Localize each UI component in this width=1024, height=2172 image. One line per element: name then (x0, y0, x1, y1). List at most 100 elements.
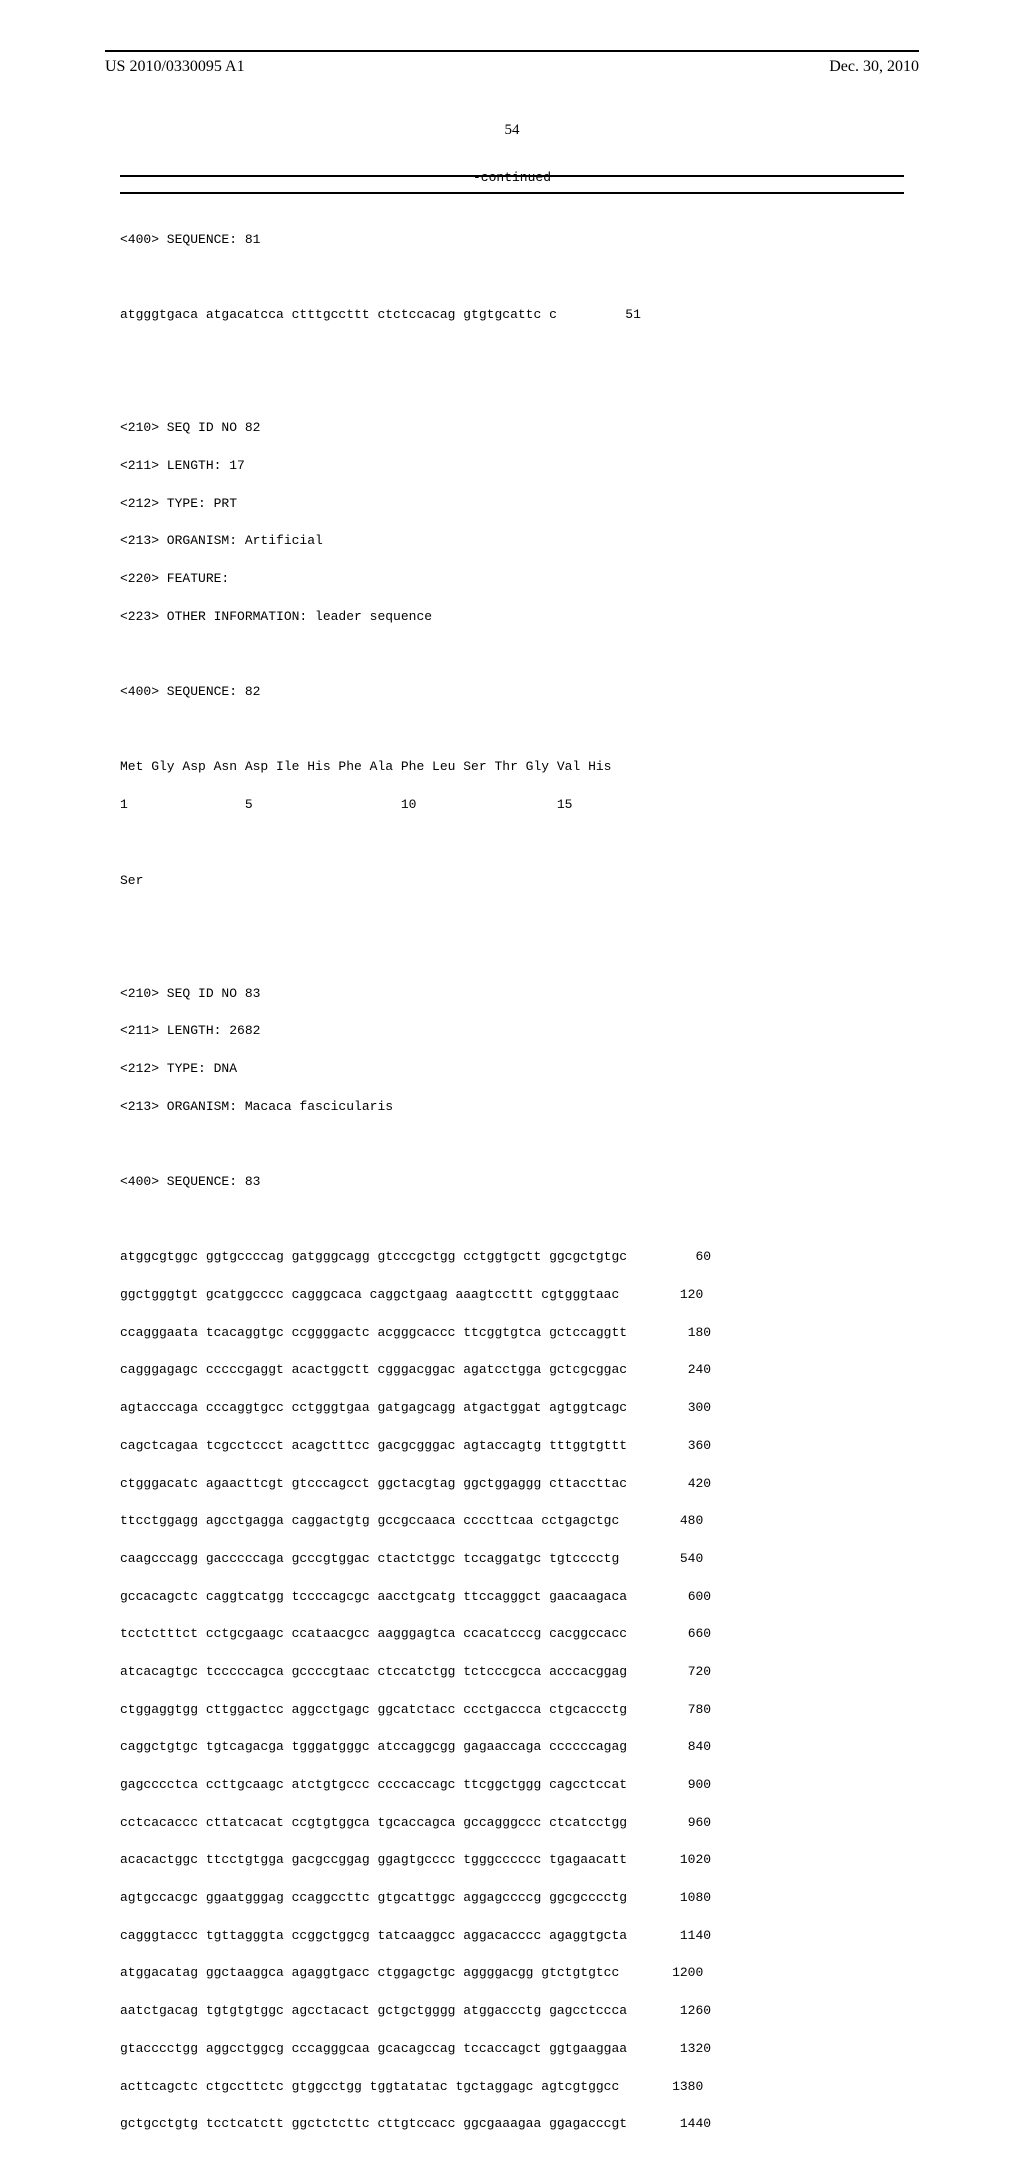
seq83-text: ttcctggagg agcctgagga caggactgtg gccgcca… (120, 1512, 619, 1531)
seq83-gap (120, 1908, 711, 1927)
seq83-text: cagggagagc cccccgaggt acactggctt cgggacg… (120, 1361, 627, 1380)
continued-rule-bottom (120, 192, 904, 194)
seq83-row: agtgccacgc ggaatgggag ccaggccttc gtgcatt… (120, 1889, 711, 1908)
seq83-gap (120, 1757, 711, 1776)
seq83-row: ggctgggtgt gcatggcccc cagggcaca caggctga… (120, 1286, 711, 1305)
publication-date: Dec. 30, 2010 (829, 58, 919, 76)
seq83-num: 1320 (651, 2040, 711, 2059)
seq83-gap (120, 1720, 711, 1739)
seq83-gap (120, 1946, 711, 1965)
seq83-row: acttcagctc ctgccttctc gtggcctgg tggtatat… (120, 2078, 711, 2097)
seq83-row: gctgcctgtg tcctcatctt ggctctcttc cttgtcc… (120, 2115, 711, 2134)
seq83-gap (120, 2059, 711, 2078)
seq83-num: 600 (651, 1588, 711, 1607)
seq83-num: 1020 (651, 1851, 711, 1870)
seq83-lines: atggcgtggc ggtgccccag gatgggcagg gtcccgc… (120, 1248, 711, 2153)
seq83-num: 420 (651, 1475, 711, 1494)
seq83-num: 540 (643, 1550, 703, 1569)
seq83-row: ctgggacatc agaacttcgt gtcccagcct ggctacg… (120, 1475, 711, 1494)
seq82-header-l1: <210> SEQ ID NO 82 (120, 419, 711, 438)
seq83-text: ccagggaata tcacaggtgc ccggggactc acgggca… (120, 1324, 627, 1343)
seq83-text: acttcagctc ctgccttctc gtggcctgg tggtatat… (120, 2078, 619, 2097)
seq83-row: aatctgacag tgtgtgtggc agcctacact gctgctg… (120, 2002, 711, 2021)
seq82-header-l4: <213> ORGANISM: Artificial (120, 532, 711, 551)
seq82-header-l6: <223> OTHER INFORMATION: leader sequence (120, 608, 711, 627)
seq83-header-l2: <211> LENGTH: 2682 (120, 1022, 711, 1041)
header-rule (105, 50, 919, 52)
seq83-gap (120, 1870, 711, 1889)
seq83-num: 180 (651, 1324, 711, 1343)
seq81-line: atgggtgaca atgacatcca ctttgccttt ctctcca… (120, 306, 711, 325)
seq83-gap (120, 1833, 711, 1852)
seq82-aa: Met Gly Asp Asn Asp Ile His Phe Ala Phe … (120, 758, 711, 777)
seq83-num: 840 (651, 1738, 711, 1757)
seq83-num: 1080 (651, 1889, 711, 1908)
seq83-num: 1140 (651, 1927, 711, 1946)
seq81-text: atgggtgaca atgacatcca ctttgccttt ctctcca… (120, 306, 557, 325)
sequence-listing: <400> SEQUENCE: 81 atgggtgaca atgacatcca… (120, 212, 711, 2172)
seq83-text: cagctcagaa tcgcctccct acagctttcc gacgcgg… (120, 1437, 627, 1456)
seq83-gap (120, 1569, 711, 1588)
seq81-num: 51 (581, 306, 641, 325)
publication-number: US 2010/0330095 A1 (105, 58, 245, 76)
seq83-gap (120, 2096, 711, 2115)
seq83-gap (120, 1531, 711, 1550)
seq83-num: 1260 (651, 2002, 711, 2021)
seq83-header-l4: <213> ORGANISM: Macaca fascicularis (120, 1098, 711, 1117)
seq83-text: caagcccagg gacccccaga gcccgtggac ctactct… (120, 1550, 619, 1569)
seq83-gap (120, 1343, 711, 1362)
seq83-num: 1440 (651, 2115, 711, 2134)
seq83-gap (120, 1493, 711, 1512)
seq83-num: 60 (651, 1248, 711, 1267)
seq83-num: 480 (643, 1512, 703, 1531)
seq83-row: caagcccagg gacccccaga gcccgtggac ctactct… (120, 1550, 711, 1569)
seq83-text: agtgccacgc ggaatgggag ccaggccttc gtgcatt… (120, 1889, 627, 1908)
seq82-header-l3: <212> TYPE: PRT (120, 495, 711, 514)
seq83-num: 360 (651, 1437, 711, 1456)
seq82-header-l2: <211> LENGTH: 17 (120, 457, 711, 476)
seq82-nums: 1 5 10 15 (120, 796, 711, 815)
seq83-row: gagcccctca ccttgcaagc atctgtgccc ccccacc… (120, 1776, 711, 1795)
seq83-text: cagggtaccc tgttagggta ccggctggcg tatcaag… (120, 1927, 627, 1946)
seq83-gap (120, 1380, 711, 1399)
seq83-num: 300 (651, 1399, 711, 1418)
seq83-text: agtacccaga cccaggtgcc cctgggtgaa gatgagc… (120, 1399, 627, 1418)
seq83-num: 720 (651, 1663, 711, 1682)
seq83-num: 1200 (643, 1964, 703, 1983)
seq83-row: cctcacaccc cttatcacat ccgtgtggca tgcacca… (120, 1814, 711, 1833)
seq83-row: tcctctttct cctgcgaagc ccataacgcc aagggag… (120, 1625, 711, 1644)
seq83-row: gccacagctc caggtcatgg tccccagcgc aacctgc… (120, 1588, 711, 1607)
seq83-text: gtacccctgg aggcctggcg cccagggcaa gcacagc… (120, 2040, 627, 2059)
seq83-gap (120, 1682, 711, 1701)
seq83-num: 660 (651, 1625, 711, 1644)
seq83-row: atggcgtggc ggtgccccag gatgggcagg gtcccgc… (120, 1248, 711, 1267)
seq83-row: cagctcagaa tcgcctccct acagctttcc gacgcgg… (120, 1437, 711, 1456)
seq83-text: atggacatag ggctaaggca agaggtgacc ctggagc… (120, 1964, 619, 1983)
seq82-tag: <400> SEQUENCE: 82 (120, 683, 711, 702)
seq83-gap (120, 1305, 711, 1324)
seq83-gap (120, 1644, 711, 1663)
seq83-num: 900 (651, 1776, 711, 1795)
page-number: 54 (0, 122, 1024, 139)
seq81-tag: <400> SEQUENCE: 81 (120, 231, 711, 250)
continued-label: -continued (473, 170, 551, 185)
seq83-num: 240 (651, 1361, 711, 1380)
seq83-gap (120, 1267, 711, 1286)
seq83-num: 120 (643, 1286, 703, 1305)
seq83-row: ctggaggtgg cttggactcc aggcctgagc ggcatct… (120, 1701, 711, 1720)
seq83-text: acacactggc ttcctgtgga gacgccggag ggagtgc… (120, 1851, 627, 1870)
seq83-text: gccacagctc caggtcatgg tccccagcgc aacctgc… (120, 1588, 627, 1607)
seq83-row: cagggagagc cccccgaggt acactggctt cgggacg… (120, 1361, 711, 1380)
seq83-text: gagcccctca ccttgcaagc atctgtgccc ccccacc… (120, 1776, 627, 1795)
seq83-text: atcacagtgc tcccccagca gccccgtaac ctccatc… (120, 1663, 627, 1682)
seq83-text: ctgggacatc agaacttcgt gtcccagcct ggctacg… (120, 1475, 627, 1494)
seq83-text: aatctgacag tgtgtgtggc agcctacact gctgctg… (120, 2002, 627, 2021)
seq83-num: 1380 (643, 2078, 703, 2097)
seq83-gap (120, 1795, 711, 1814)
seq83-text: atggcgtggc ggtgccccag gatgggcagg gtcccgc… (120, 1248, 627, 1267)
seq83-row: ccagggaata tcacaggtgc ccggggactc acgggca… (120, 1324, 711, 1343)
seq83-text: gctgcctgtg tcctcatctt ggctctcttc cttgtcc… (120, 2115, 627, 2134)
seq83-row: acacactggc ttcctgtgga gacgccggag ggagtgc… (120, 1851, 711, 1870)
seq83-gap (120, 2134, 711, 2153)
seq83-text: tcctctttct cctgcgaagc ccataacgcc aagggag… (120, 1625, 627, 1644)
